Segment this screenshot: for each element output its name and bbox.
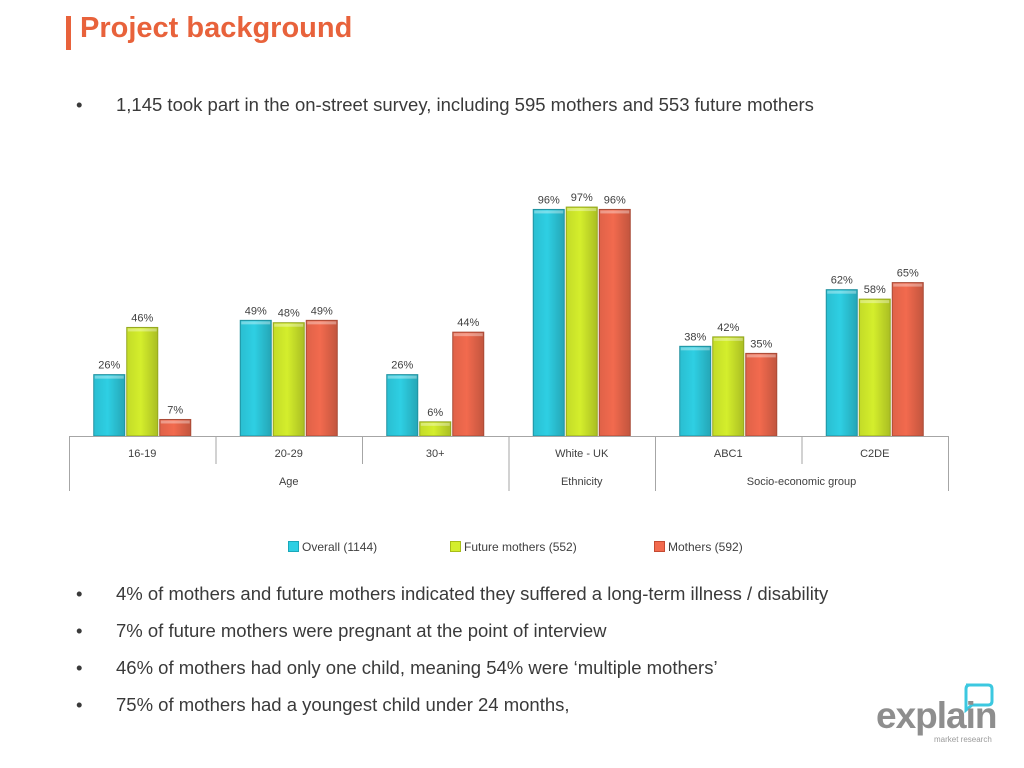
bar-highlight: [94, 375, 124, 379]
legend-item-mothers: Mothers (592): [654, 540, 743, 554]
bar-highlight: [827, 290, 857, 294]
logo-subtitle: market research: [934, 735, 992, 744]
data-label: 26%: [391, 360, 413, 372]
bar-highlight: [453, 333, 483, 337]
legend-label: Mothers (592): [668, 540, 743, 554]
bar-highlight: [893, 283, 923, 287]
data-label: 44%: [457, 317, 479, 329]
group-label: Age: [279, 476, 299, 488]
data-label: 62%: [831, 275, 853, 287]
group-label: Socio-economic group: [747, 476, 856, 488]
bar: [386, 374, 419, 437]
data-label: 49%: [245, 305, 267, 317]
data-label: 96%: [538, 194, 560, 206]
speech-bubble-icon: [964, 683, 994, 714]
category-label: 20-29: [275, 448, 303, 460]
data-label: 7%: [167, 404, 183, 416]
bar-highlight: [420, 422, 450, 426]
bar-highlight: [387, 375, 417, 379]
bar-highlight: [307, 321, 337, 325]
legend-item-overall: Overall (1144): [288, 540, 377, 554]
bar-highlight: [567, 208, 597, 212]
data-label: 35%: [750, 338, 772, 350]
category-label: White - UK: [555, 448, 609, 460]
bar-highlight: [600, 210, 630, 214]
page-title: Project background: [80, 12, 353, 44]
data-label: 42%: [717, 322, 739, 334]
intro-bullet-text: 1,145 took part in the on-street survey,…: [116, 94, 814, 115]
bar: [452, 331, 485, 437]
bar-highlight: [713, 337, 743, 341]
category-label: C2DE: [860, 448, 889, 460]
bullet-glyph: •: [76, 620, 83, 641]
legend-label: Future mothers (552): [464, 540, 577, 554]
legend-swatch: [450, 541, 461, 552]
bullet-text: 4% of mothers and future mothers indicat…: [116, 583, 829, 604]
data-label: 26%: [98, 360, 120, 372]
bar: [858, 298, 891, 437]
bullet-text: 75% of mothers had a youngest child unde…: [116, 694, 570, 715]
bar: [745, 352, 778, 437]
bullet-glyph: •: [76, 657, 83, 678]
data-label: 46%: [131, 312, 153, 324]
data-label: 65%: [897, 268, 919, 280]
data-label: 49%: [311, 305, 333, 317]
bar-highlight: [534, 210, 564, 214]
data-label: 96%: [604, 194, 626, 206]
bullet-glyph: •: [76, 583, 83, 604]
category-label: ABC1: [714, 448, 743, 460]
bar: [126, 326, 159, 437]
bar: [712, 336, 745, 437]
bar: [679, 345, 712, 437]
bar-highlight: [160, 420, 190, 424]
legend-label: Overall (1144): [302, 540, 378, 554]
bullet-glyph: •: [76, 94, 83, 115]
bar-highlight: [127, 328, 157, 332]
bar: [532, 208, 565, 437]
data-label: 6%: [427, 407, 443, 419]
legend-item-future-mothers: Future mothers (552): [450, 540, 577, 554]
bar-highlight: [241, 321, 271, 325]
bar: [825, 289, 858, 437]
legend-swatch: [288, 541, 299, 552]
bullet-text: 46% of mothers had only one child, meani…: [116, 657, 718, 678]
category-label: 30+: [426, 448, 445, 460]
bar: [93, 374, 126, 437]
data-label: 58%: [864, 284, 886, 296]
bullet-glyph: •: [76, 694, 83, 715]
category-label: 16-19: [128, 448, 156, 460]
bar: [305, 319, 338, 437]
bar: [598, 208, 631, 437]
bar: [272, 322, 305, 437]
data-label: 48%: [278, 308, 300, 320]
bar-highlight: [274, 323, 304, 327]
bar-highlight: [746, 354, 776, 358]
data-label: 97%: [571, 192, 593, 204]
bar-highlight: [860, 300, 890, 304]
title-accent-bar: [66, 16, 71, 50]
group-label: Ethnicity: [561, 476, 603, 488]
bar: [565, 206, 598, 437]
data-label: 38%: [684, 331, 706, 343]
logo-wordmark: explain: [876, 695, 997, 736]
bar-highlight: [680, 347, 710, 351]
legend-swatch: [654, 541, 665, 552]
bar: [891, 282, 924, 437]
bullet-text: 7% of future mothers were pregnant at th…: [116, 620, 607, 641]
bar: [239, 319, 272, 437]
